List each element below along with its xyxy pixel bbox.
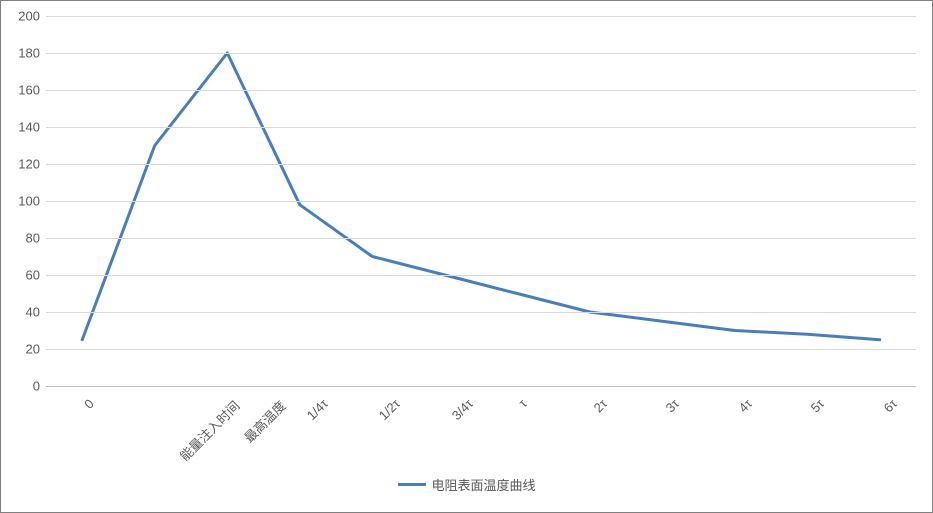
legend-swatch [397, 483, 425, 486]
y-tick-label: 100 [5, 194, 40, 209]
gridline [46, 312, 916, 313]
x-tick-label: 1/2τ [376, 396, 403, 423]
x-tick-label: 能量注入时间 [175, 396, 244, 465]
y-tick-label: 180 [5, 46, 40, 61]
y-tick-label: 80 [5, 231, 40, 246]
x-tick-label: 4τ [735, 396, 754, 415]
x-tick-label: 3/4τ [449, 396, 476, 423]
y-tick-label: 160 [5, 83, 40, 98]
x-tick-label: τ [516, 396, 530, 410]
legend-label: 电阻表面温度曲线 [431, 475, 535, 494]
gridline [46, 16, 916, 17]
gridline [46, 53, 916, 54]
y-tick-label: 60 [5, 268, 40, 283]
y-tick-label: 120 [5, 157, 40, 172]
gridline [46, 127, 916, 128]
series-line [82, 53, 880, 340]
x-tick-label: 最高温度 [239, 396, 289, 446]
plot-area [46, 16, 916, 386]
gridline [46, 349, 916, 350]
x-tick-label: 3τ [663, 396, 682, 415]
gridline [46, 164, 916, 165]
legend: 电阻表面温度曲线 [397, 475, 535, 494]
x-tick-label: 5τ [808, 396, 827, 415]
gridline [46, 90, 916, 91]
gridline [46, 386, 916, 387]
y-tick-label: 20 [5, 342, 40, 357]
gridline [46, 201, 916, 202]
gridline [46, 238, 916, 239]
y-tick-label: 200 [5, 9, 40, 24]
x-tick-label: 2τ [590, 396, 609, 415]
y-tick-label: 140 [5, 120, 40, 135]
x-tick-label: 1/4τ [304, 396, 331, 423]
y-tick-label: 40 [5, 305, 40, 320]
gridline [46, 275, 916, 276]
y-tick-label: 0 [5, 379, 40, 394]
chart-container: 电阻表面温度曲线 0 20 40 60 80 100 120 140 160 180 200 0 能量注… [0, 0, 933, 513]
x-tick-label: 0 [81, 396, 97, 412]
x-tick-label: 6τ [880, 396, 899, 415]
